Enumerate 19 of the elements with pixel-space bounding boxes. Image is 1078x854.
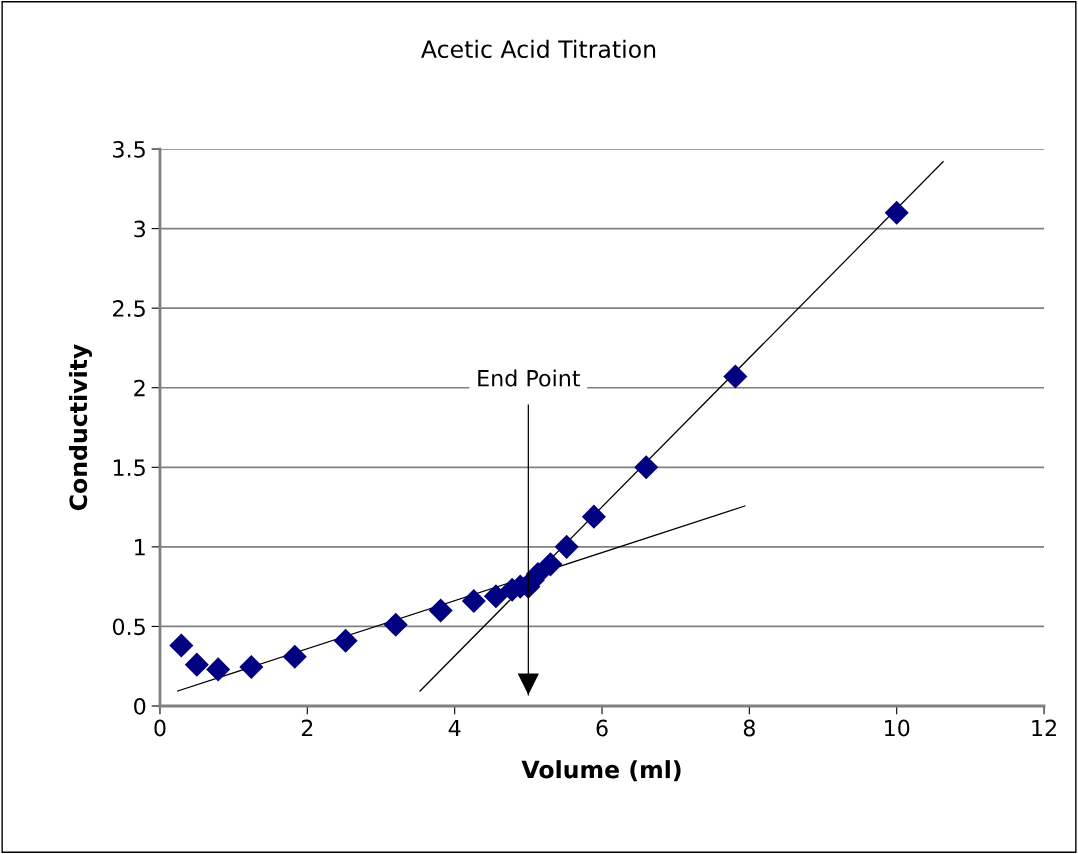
chart-title: Acetic Acid Titration <box>421 39 656 59</box>
y-tick-label: 1 <box>135 539 145 556</box>
y-tick-label: 1.5 <box>113 459 145 477</box>
ref-line-label: End Point <box>478 369 581 387</box>
x-tick-label: 4 <box>448 719 461 737</box>
y-tick-label: 2.5 <box>113 300 145 317</box>
y-axis-title: Conductivity <box>68 344 92 511</box>
y-tick-label: 0.5 <box>112 618 145 636</box>
x-tick-label: 6 <box>596 719 608 737</box>
x-tick-label: 0 <box>154 719 166 737</box>
x-tick-label: 8 <box>743 719 755 737</box>
y-tick-label: 0 <box>134 697 146 715</box>
x-axis-title: Volume (ml) <box>521 760 681 782</box>
x-tick-label: 2 <box>301 719 313 737</box>
y-tick-label: 3.5 <box>113 140 145 158</box>
y-tick-label: 2 <box>134 379 145 397</box>
y-tick-label: 3 <box>134 220 145 238</box>
x-tick-label: 10 <box>885 719 910 737</box>
x-tick-label: 12 <box>1032 719 1056 737</box>
